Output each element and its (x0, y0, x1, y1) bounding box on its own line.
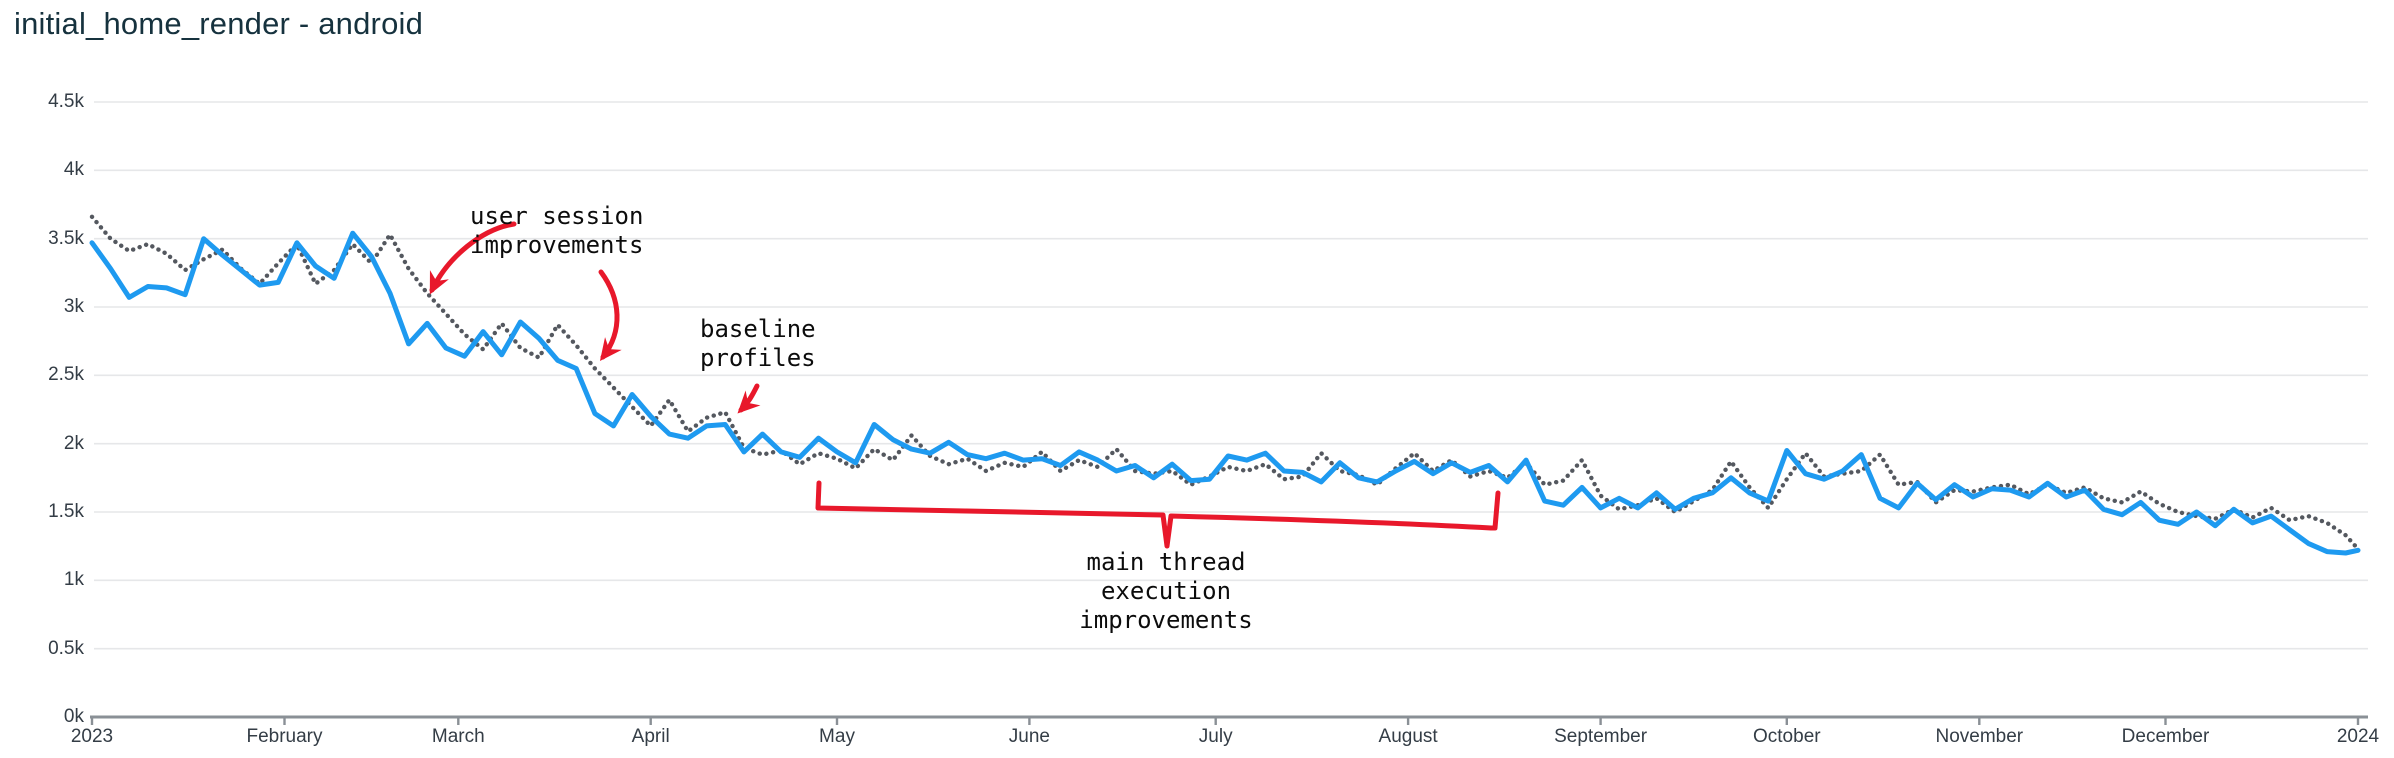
y-tick-label: 0k (63, 706, 84, 727)
baseline-profiles-arrow-icon (737, 383, 761, 414)
annotation-shapes (429, 221, 1501, 549)
annotation-baseline-profiles: baseline profiles (700, 315, 816, 372)
gridlines (94, 101, 2368, 650)
x-tick-label: June (1008, 726, 1050, 747)
y-tick-label: 2k (63, 432, 84, 454)
y-tick-label: 3k (63, 296, 84, 317)
x-axis (90, 715, 2368, 725)
series-gray_dotted (89, 214, 2361, 552)
x-tick-label: October (1753, 726, 1821, 747)
x-tick-label: 2024 (2336, 726, 2380, 747)
x-tick-label: December (2121, 726, 2210, 747)
main-thread-bracket-icon (815, 480, 1501, 549)
y-tick-label: 4k (63, 159, 84, 181)
y-tick-label: 1k (63, 569, 84, 591)
annotation-user-session: user session improvements (470, 202, 644, 259)
x-tick-label: February (246, 726, 323, 747)
user-session-arrow-left-icon (429, 221, 517, 295)
x-tick-label: July (1198, 726, 1233, 747)
x-tick-label: March (431, 726, 485, 747)
y-tick-label: 4.5k (48, 91, 84, 112)
chart-title: initial_home_render - android (14, 6, 424, 41)
series-blue_solid (89, 230, 2361, 556)
y-tick-label: 3.5k (48, 227, 84, 249)
annotation-main-thread: main thread execution improvements (1079, 548, 1253, 634)
x-tick-label: May (819, 726, 855, 747)
data-series (89, 214, 2361, 556)
x-tick-label: April (631, 726, 670, 747)
y-tick-label: 2.5k (48, 364, 84, 386)
x-tick-label: 2023 (70, 726, 114, 747)
y-tick-label: 0.5k (48, 637, 84, 659)
x-tick-label: September (1554, 726, 1648, 747)
y-tick-label: 1.5k (48, 501, 84, 522)
x-tick-label: August (1378, 726, 1438, 747)
x-tick-label: November (1935, 726, 2024, 747)
user-session-arrow-right-icon (598, 269, 622, 361)
